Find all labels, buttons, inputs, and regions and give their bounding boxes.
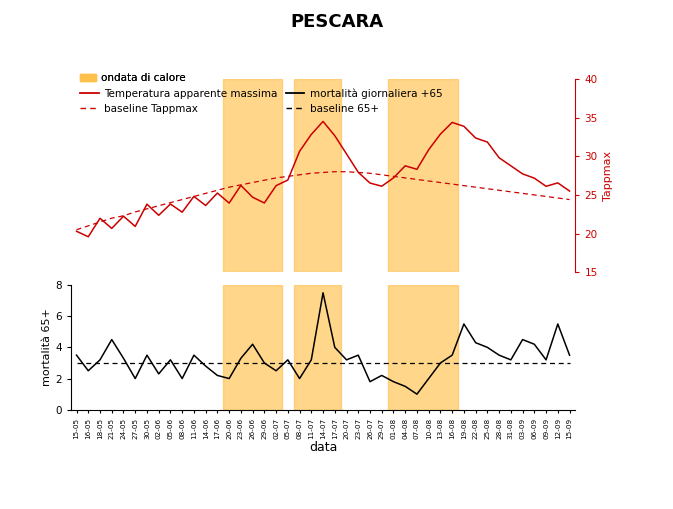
Bar xyxy=(293,79,341,272)
Y-axis label: Tappmax: Tappmax xyxy=(603,151,613,201)
Y-axis label: mortalità 65+: mortalità 65+ xyxy=(42,308,52,386)
Bar xyxy=(293,285,341,410)
Bar xyxy=(223,79,282,272)
Bar xyxy=(388,285,458,410)
X-axis label: data: data xyxy=(309,441,337,455)
Bar xyxy=(223,285,282,410)
Legend: Temperatura apparente massima, baseline Tappmax, mortalità giornaliera +65, base: Temperatura apparente massima, baseline … xyxy=(76,84,446,118)
Text: PESCARA: PESCARA xyxy=(290,13,383,31)
Legend: ondata di calore: ondata di calore xyxy=(76,69,190,87)
Bar xyxy=(388,79,458,272)
